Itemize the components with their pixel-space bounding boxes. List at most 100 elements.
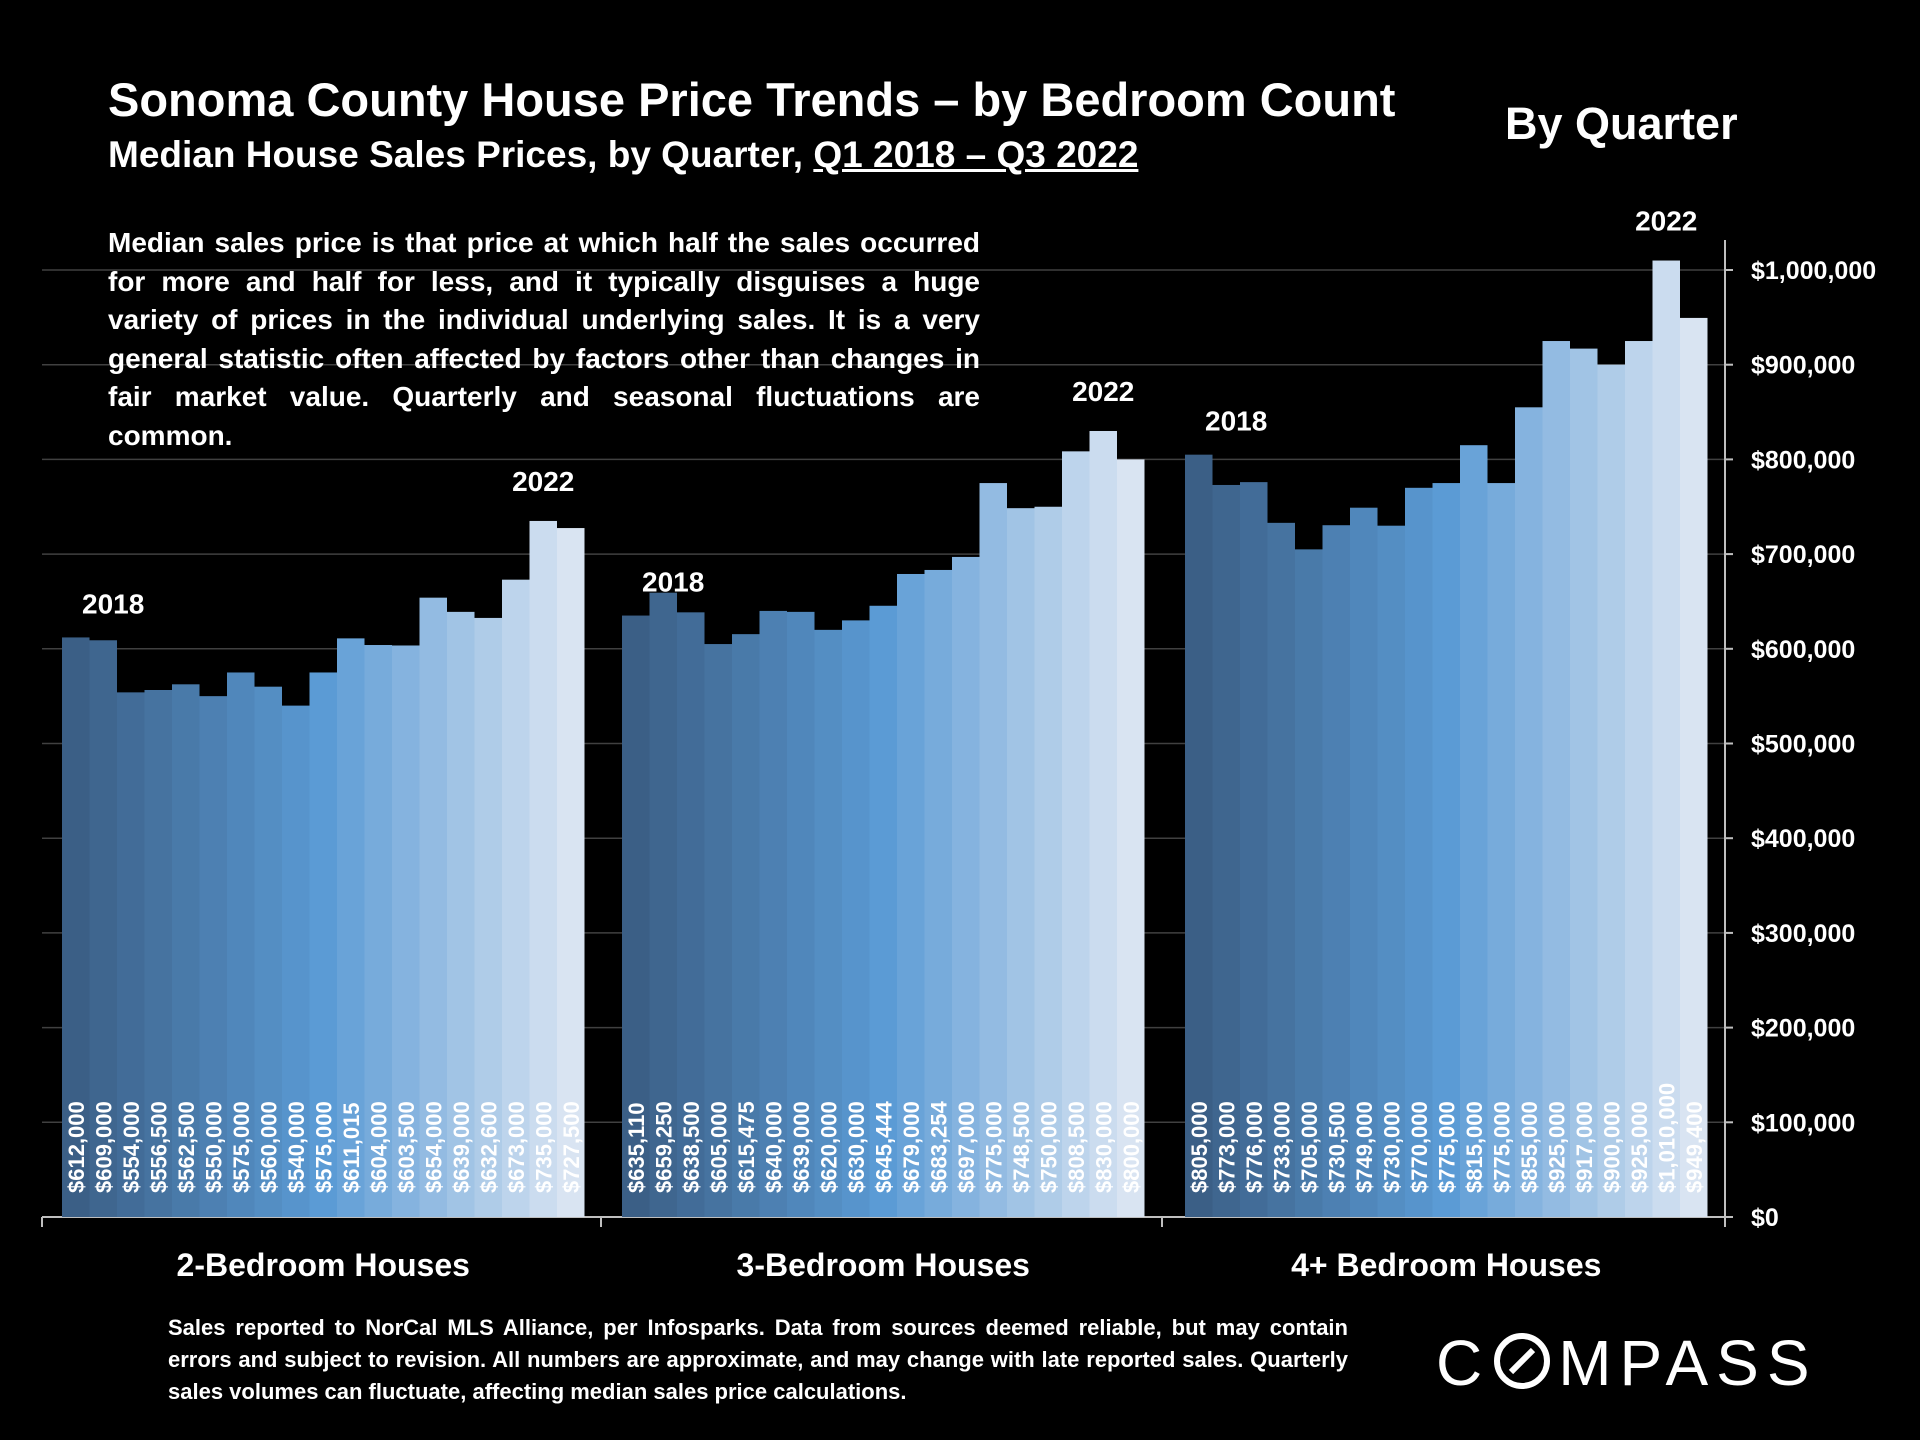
bar: [529, 520, 557, 1217]
bar-value-label: $800,000: [1119, 1101, 1144, 1193]
bar: [1322, 525, 1350, 1217]
median-price-note: Median sales price is that price at whic…: [108, 227, 980, 451]
bar-value-label: $615,475: [734, 1101, 759, 1193]
bar: [1625, 341, 1653, 1217]
bar-value-label: $639,000: [789, 1101, 814, 1193]
year-label-2018: 2018: [82, 588, 144, 619]
bar: [1240, 482, 1268, 1217]
source-footnote: Sales reported to NorCal MLS Alliance, p…: [168, 1315, 1348, 1404]
bar-value-label: $730,000: [1379, 1101, 1404, 1193]
bar-value-label: $605,000: [706, 1101, 731, 1193]
bar: [1652, 260, 1680, 1217]
bar-value-label: $949,400: [1682, 1101, 1707, 1193]
bar: [842, 620, 870, 1217]
bar-value-label: $727,500: [559, 1101, 584, 1193]
bar: [364, 645, 392, 1217]
bar-value-label: $540,000: [284, 1101, 309, 1193]
bar: [677, 612, 705, 1217]
bar-value-label: $673,000: [504, 1101, 529, 1193]
bar-value-label: $900,000: [1599, 1101, 1624, 1193]
bar: [1295, 549, 1323, 1217]
bar: [502, 579, 530, 1217]
bar: [622, 615, 650, 1217]
bar: [1680, 317, 1708, 1217]
bar: [447, 611, 475, 1217]
bar-value-label: $630,000: [844, 1101, 869, 1193]
bar: [1405, 487, 1433, 1217]
bar-value-label: $749,000: [1352, 1101, 1377, 1193]
bar: [144, 689, 172, 1217]
logo-compass-o-icon: [1494, 1333, 1551, 1389]
year-label-2018: 2018: [642, 567, 704, 598]
bar: [557, 528, 585, 1217]
bar: [1267, 522, 1295, 1217]
bar-value-label: $925,000: [1544, 1101, 1569, 1193]
bar-value-label: $773,000: [1214, 1101, 1239, 1193]
y-tick-label: $100,000: [1751, 1109, 1855, 1137]
y-tick-label: $400,000: [1751, 825, 1855, 853]
bar: [1460, 445, 1488, 1217]
bar-value-label: $562,500: [174, 1101, 199, 1193]
bar-value-label: $603,500: [394, 1101, 419, 1193]
bar-value-label: $632,600: [476, 1101, 501, 1193]
bar: [1350, 507, 1378, 1217]
bar-value-label: $620,000: [816, 1101, 841, 1193]
bar: [897, 573, 925, 1217]
bar-value-label: $639,000: [449, 1101, 474, 1193]
bar-value-label: $640,000: [761, 1101, 786, 1193]
bar: [952, 556, 980, 1217]
bar: [1212, 484, 1240, 1217]
bar-value-label: $775,000: [1489, 1101, 1514, 1193]
bar: [1089, 430, 1117, 1217]
y-tick-label: $300,000: [1751, 920, 1855, 948]
bar-value-label: $1,010,000: [1654, 1083, 1679, 1193]
y-tick-label: $500,000: [1751, 731, 1855, 759]
bar: [282, 705, 310, 1217]
bar-value-label: $776,000: [1242, 1101, 1267, 1193]
bar-value-label: $735,000: [531, 1101, 556, 1193]
bar: [337, 638, 365, 1217]
bar-value-label: $635,110: [624, 1102, 649, 1193]
bar-value-label: $683,254: [926, 1100, 951, 1193]
bar: [199, 696, 227, 1217]
bar-value-label: $679,000: [899, 1101, 924, 1193]
y-tick-label: $200,000: [1751, 1015, 1855, 1043]
bar-value-label: $775,000: [1434, 1101, 1459, 1193]
bar-value-label: $750,000: [1036, 1101, 1061, 1193]
bar: [979, 483, 1007, 1217]
bar-value-label: $659,250: [651, 1101, 676, 1193]
year-label-2018: 2018: [1205, 406, 1267, 437]
bar: [649, 592, 677, 1217]
bar: [1570, 348, 1598, 1217]
bar: [787, 611, 815, 1217]
bar: [89, 640, 117, 1217]
y-tick-label: $1,000,000: [1751, 257, 1876, 285]
bar: [1062, 451, 1090, 1218]
bar: [62, 637, 90, 1217]
bar-value-label: $604,000: [366, 1101, 391, 1193]
bar: [869, 605, 897, 1217]
bar-value-label: $654,000: [421, 1101, 446, 1193]
year-label-2022: 2022: [1072, 376, 1134, 407]
bar-value-label: $730,500: [1324, 1101, 1349, 1193]
chart-subtitle: Median House Sales Prices, by Quarter, Q…: [108, 134, 1138, 176]
bar-value-label: $917,000: [1572, 1101, 1597, 1193]
by-quarter-label: By Quarter: [1505, 98, 1738, 149]
compass-logo: C MPASS: [1436, 1328, 1818, 1398]
bar-value-label: $638,500: [679, 1101, 704, 1193]
bar: [227, 672, 255, 1217]
bar: [1034, 506, 1062, 1217]
bar-value-label: $808,500: [1064, 1101, 1089, 1193]
bar-value-label: $830,000: [1091, 1101, 1116, 1193]
bar: [1185, 454, 1213, 1217]
bar-value-label: $748,500: [1009, 1101, 1034, 1193]
bar: [732, 634, 760, 1217]
group-label: 3-Bedroom Houses: [737, 1247, 1030, 1283]
bar-value-label: $855,000: [1517, 1101, 1542, 1193]
bar-value-label: $612,000: [64, 1101, 89, 1193]
bar: [814, 629, 842, 1217]
bar-value-label: $705,000: [1297, 1101, 1322, 1193]
y-tick-label: $0: [1751, 1204, 1779, 1232]
bar-value-label: $611,015: [339, 1102, 364, 1193]
subtitle-prefix: Median House Sales Prices, by Quarter,: [108, 134, 814, 175]
